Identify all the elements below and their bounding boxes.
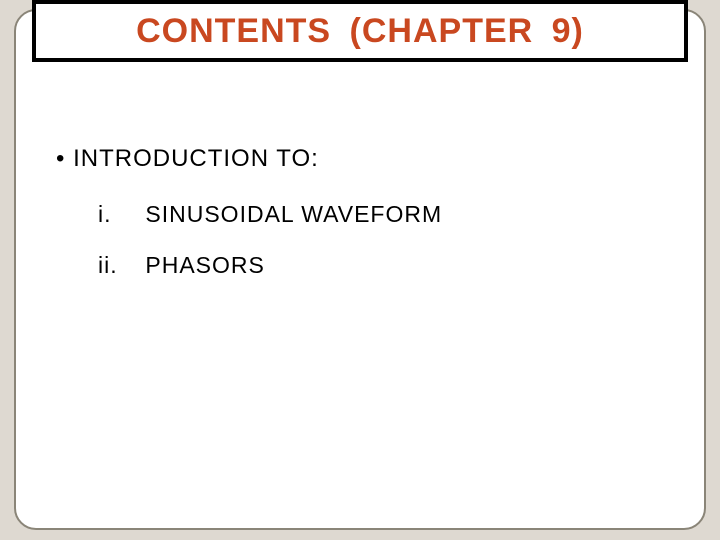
bullet-intro: • INTRODUCTION TO: [56, 145, 442, 173]
item-text: SINUSOIDAL WAVEFORM [145, 201, 442, 227]
slide-title: CONTENTS (CHAPTER 9) [136, 12, 584, 51]
title-box: CONTENTS (CHAPTER 9) [32, 0, 688, 62]
slide-content: • INTRODUCTION TO: i. SINUSOIDAL WAVEFOR… [56, 145, 442, 303]
item-text: PHASORS [145, 252, 264, 278]
list-item: ii. PHASORS [98, 252, 442, 279]
roman-numeral: ii. [98, 252, 138, 279]
roman-numeral: i. [98, 201, 138, 228]
list-item: i. SINUSOIDAL WAVEFORM [98, 201, 442, 228]
